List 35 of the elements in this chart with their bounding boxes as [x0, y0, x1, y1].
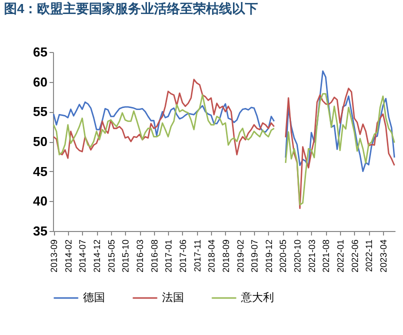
x-tick-label: 2014-12: [92, 240, 102, 273]
y-tick-label: 50: [33, 134, 48, 149]
x-tick-label: 2017-11: [192, 240, 202, 272]
x-tick-label: 2022-11: [364, 240, 374, 272]
x-tick-label: 2016-08: [149, 240, 160, 273]
x-tick-label: 2023-04: [378, 240, 388, 273]
x-tick-label: 2014-07: [78, 240, 88, 273]
chart-title: 图4：欧盟主要国家服务业活络至荣枯线以下: [4, 1, 258, 16]
y-tick-label: 55: [33, 104, 48, 120]
legend-label: 法国: [162, 291, 184, 304]
x-tick-label: 2013-09: [49, 240, 60, 273]
x-tick-label: 2021-08: [321, 240, 332, 273]
x-tick-label: 2019-02: [235, 240, 246, 273]
x-tick-label: 2020-10: [292, 240, 303, 273]
legend-label: 德国: [83, 292, 105, 304]
x-tick-label: 2017-01: [164, 240, 174, 273]
x-tick-label: 2015-10: [120, 240, 131, 273]
legend-label: 意大利: [240, 291, 274, 304]
x-tick-label: 2015-05: [106, 240, 116, 273]
x-tick-label: 2018-09: [220, 240, 231, 273]
x-tick-label: 2018-04: [206, 240, 217, 273]
x-tick-label: 2017-06: [178, 240, 188, 273]
y-tick-label: 60: [33, 74, 48, 90]
x-tick-label: 2019-12: [264, 240, 274, 273]
x-tick-label: 2019-07: [250, 240, 260, 273]
x-tick-label: 2021-03: [306, 240, 317, 273]
x-tick-label: 2014-02: [63, 240, 74, 273]
x-tick-label: 2022-06: [350, 240, 360, 273]
y-tick-label: 35: [33, 224, 48, 238]
x-tick-label: 2022-01: [336, 240, 346, 273]
x-tick-label: 2016-03: [135, 240, 146, 273]
y-tick-label: 45: [33, 164, 48, 179]
y-tick-label: 40: [33, 194, 48, 209]
y-tick-label: 65: [33, 44, 48, 60]
x-tick-label: 2020-05: [278, 240, 288, 273]
